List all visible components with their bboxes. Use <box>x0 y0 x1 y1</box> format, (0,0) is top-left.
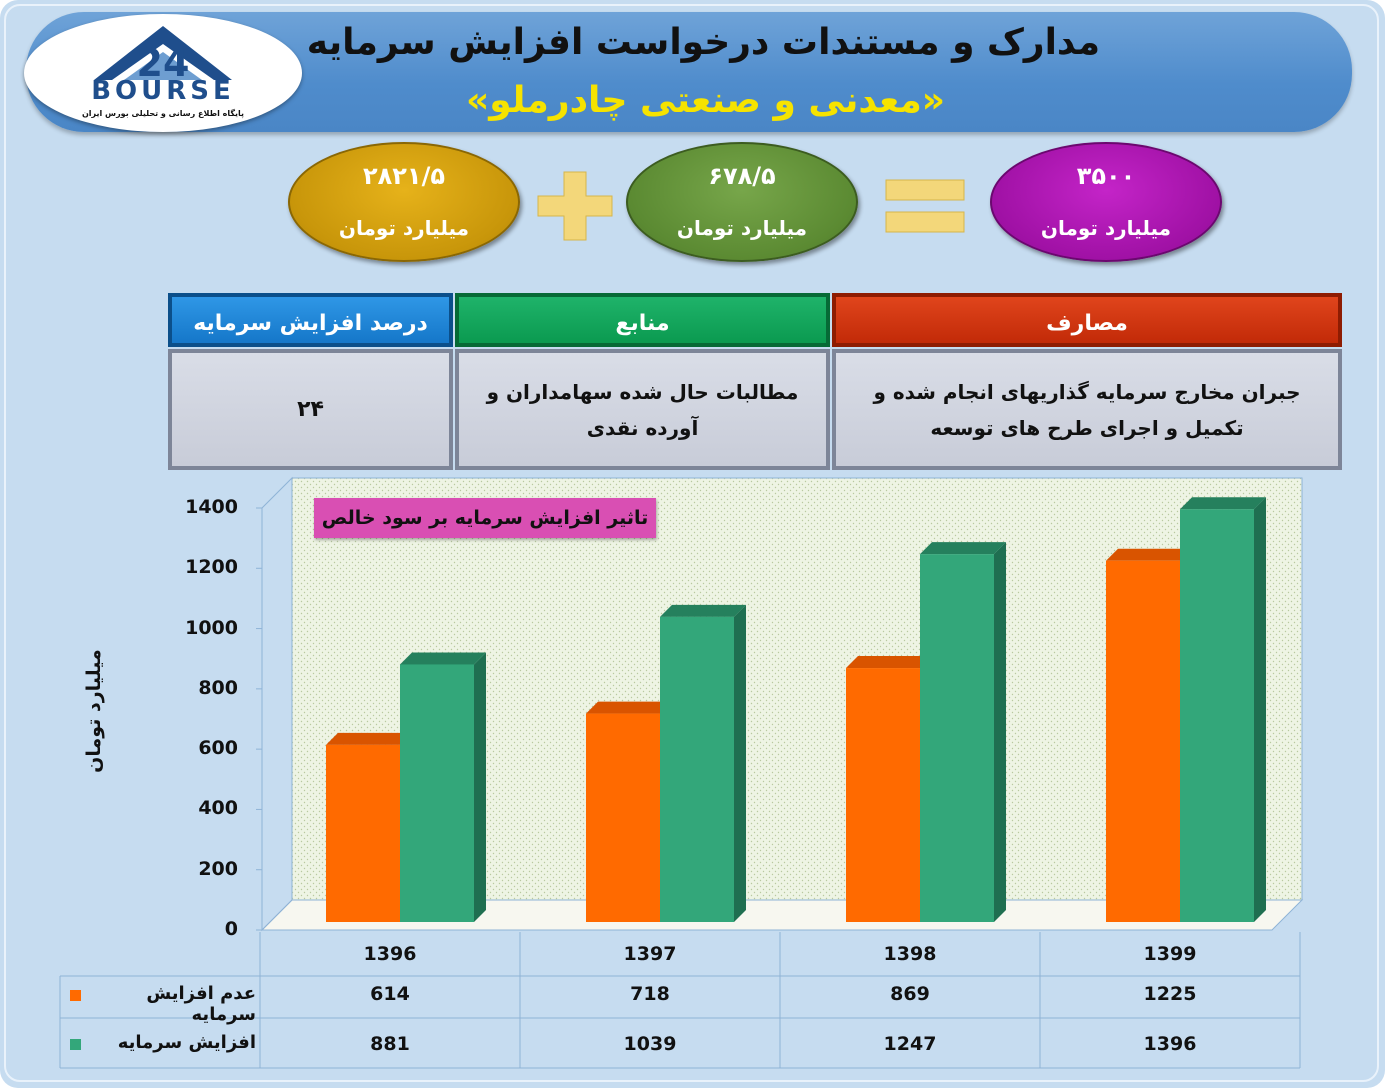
legend-row-increase: افزایش سرمایه <box>60 1025 260 1065</box>
bar-1399-increase <box>1180 509 1254 922</box>
bar-1398-no-increase <box>846 668 920 922</box>
bar-1397-no-increase <box>586 713 660 922</box>
cash-contribution-unit: میلیارد تومان <box>676 216 808 240</box>
y-tick-label: 800 <box>198 676 238 699</box>
bar-1399-no-increase <box>1106 560 1180 922</box>
bar-top <box>846 656 932 669</box>
total-amount-oval: ۳۵۰۰ میلیارد تومان <box>990 142 1222 262</box>
shareholder-claims-value: ۲۸۲۱/۵ <box>362 162 445 190</box>
percent-value: ۲۴ <box>297 396 324 422</box>
y-tick-label: 600 <box>198 737 238 760</box>
data-label-increase: 881 <box>370 1033 410 1055</box>
data-label-increase: 1247 <box>883 1033 937 1055</box>
x-tick-label: 1396 <box>363 943 417 965</box>
costs-text: جبران مخارج سرمایه گذاریهای انجام شده و … <box>873 379 1301 440</box>
legend-key-increase <box>70 1039 81 1050</box>
total-amount-unit: میلیارد تومان <box>1040 216 1172 240</box>
percent-header: درصد افزایش سرمایه <box>168 293 453 347</box>
cash-contribution-oval: ۶۷۸/۵ میلیارد تومان <box>626 142 858 262</box>
logo-tagline: پایگاه اطلاع رسانی و تحلیلی بورس ایران <box>81 109 245 118</box>
equals-icon <box>885 179 965 233</box>
chart-title: تاثیر افزایش سرمایه بر سود خالص <box>314 498 656 538</box>
logo-mark-icon: 24 <box>94 26 232 85</box>
y-tick-label: 200 <box>198 857 238 880</box>
percent-cell: ۲۴ <box>168 349 453 470</box>
y-tick-label: 0 <box>224 918 238 940</box>
data-table-grid <box>59 932 1301 1069</box>
plot-side-wall <box>261 476 293 932</box>
bar-top <box>1106 548 1192 561</box>
bar-chart <box>59 476 1304 1069</box>
sources-text: مطالبات حال شده سهامداران و آورده نقدی <box>486 379 799 440</box>
bar-top <box>660 604 746 617</box>
data-label-no-increase: 869 <box>890 983 930 1005</box>
sources-header: منابع <box>455 293 830 347</box>
data-label-increase: 1396 <box>1143 1033 1197 1055</box>
shareholder-claims-oval: ۲۸۲۱/۵ میلیارد تومان <box>288 142 520 262</box>
svg-text:24: 24 <box>137 41 190 85</box>
logo-word: BOURSE <box>91 76 235 106</box>
plus-icon <box>537 171 613 241</box>
x-tick-label: 1399 <box>1143 943 1197 965</box>
company-name: «معدنی و صنعتی چادرملو» <box>466 80 945 121</box>
x-tick-label: 1398 <box>883 943 937 965</box>
total-amount-value: ۳۵۰۰ <box>1076 162 1136 190</box>
bar-top <box>1180 497 1266 510</box>
bar-1396-no-increase <box>326 744 400 922</box>
bar-side <box>1254 497 1266 922</box>
y-tick-label: 1400 <box>185 496 238 518</box>
sources-cell: مطالبات حال شده سهامداران و آورده نقدی <box>455 349 830 470</box>
shareholder-claims-unit: میلیارد تومان <box>338 216 470 240</box>
chart-bars <box>326 497 1266 922</box>
costs-header: مصارف <box>832 293 1342 347</box>
data-label-no-increase: 718 <box>630 983 670 1005</box>
bourse24-logo: 24 BOURSE پایگاه اطلاع رسانی و تحلیلی بو… <box>24 14 302 132</box>
costs-cell: جبران مخارج سرمایه گذاریهای انجام شده و … <box>832 349 1342 470</box>
page-border <box>4 4 1379 1082</box>
bar-top <box>326 732 412 745</box>
bar-side <box>474 652 486 922</box>
legend-label-no-increase: عدم افزایش سرمایه <box>146 983 256 1025</box>
bar-1397-increase <box>660 616 734 922</box>
data-label-no-increase: 614 <box>370 983 410 1005</box>
bar-top <box>400 652 486 665</box>
data-label-increase: 1039 <box>623 1033 677 1055</box>
legend-label-increase: افزایش سرمایه <box>117 1032 256 1053</box>
page-title: مدارک و مستندات درخواست افزایش سرمایه <box>306 22 1100 63</box>
bar-top <box>920 542 1006 555</box>
y-tick-label: 1200 <box>185 556 238 579</box>
x-tick-label: 1397 <box>623 943 677 965</box>
legend-key-no-increase <box>70 990 81 1001</box>
y-axis-label: میلیارد تومان <box>83 649 105 773</box>
bar-1398-increase <box>920 554 994 922</box>
y-tick-label: 400 <box>198 797 238 820</box>
bar-side <box>994 542 1006 922</box>
bar-top <box>586 701 672 714</box>
bar-side <box>734 604 746 922</box>
legend-row-no-increase: عدم افزایش سرمایه <box>60 976 260 1025</box>
y-tick-label: 1000 <box>185 616 238 639</box>
data-label-no-increase: 1225 <box>1143 983 1197 1005</box>
cash-contribution-value: ۶۷۸/۵ <box>708 162 776 190</box>
bar-1396-increase <box>400 664 474 922</box>
